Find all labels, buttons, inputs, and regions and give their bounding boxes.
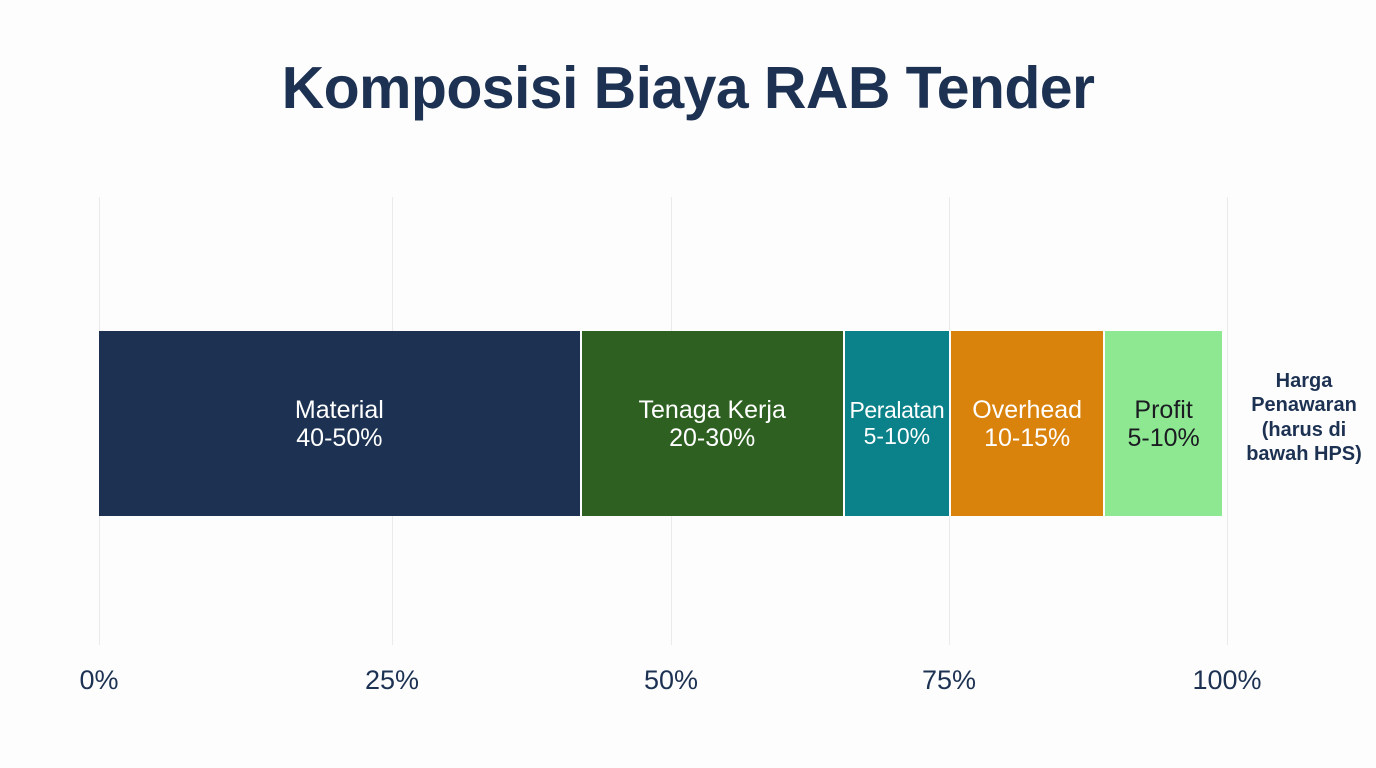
axis-tick-label-100: 100% — [1192, 665, 1262, 695]
segment-value: 40-50% — [296, 423, 383, 452]
axis-tick-label-25: 25% — [364, 665, 420, 695]
segment-value: 20-30% — [669, 423, 756, 452]
bar-segment-overhead[interactable]: Overhead 10-15% — [951, 331, 1106, 516]
axis-tick-label-75: 75% — [921, 665, 977, 695]
segment-label: Tenaga Kerja — [638, 395, 786, 424]
bar-segment-material[interactable]: Material 40-50% — [99, 331, 582, 516]
segment-value: 10-15% — [984, 423, 1071, 452]
annotation-line-4: bawah HPS) — [1246, 443, 1362, 466]
segment-label: Peralatan — [849, 396, 945, 423]
page-title: Komposisi Biaya RAB Tender — [281, 55, 1095, 121]
segment-value: 5-10% — [1127, 423, 1200, 452]
segment-label: Overhead — [972, 395, 1083, 424]
segment-label: Profit — [1134, 395, 1193, 424]
segment-label: Material — [294, 395, 384, 424]
bar-segment-profit[interactable]: Profit 5-10% — [1105, 331, 1222, 516]
annotation-line-1: Harga — [1275, 370, 1333, 392]
bar-segment-peralatan[interactable]: Peralatan 5-10% — [844, 331, 952, 516]
stacked-bar-chart: Material 40-50% Tenaga Kerja 20-30% Peralata… — [99, 331, 1222, 516]
annotation-line-2: Penawaran — [1251, 394, 1357, 417]
gridline-100 — [1227, 197, 1228, 645]
price-annotation: Harga Penawaran (harus di bawah HPS) — [1232, 369, 1376, 467]
axis-tick-label-0: 0% — [79, 665, 119, 695]
bar-segment-tenaga-kerja[interactable]: Tenaga Kerja 20-30% — [581, 331, 845, 516]
annotation-line-3: (harus di — [1261, 418, 1347, 441]
axis-tick-label-50: 50% — [643, 665, 699, 695]
segment-value: 5-10% — [863, 422, 931, 449]
